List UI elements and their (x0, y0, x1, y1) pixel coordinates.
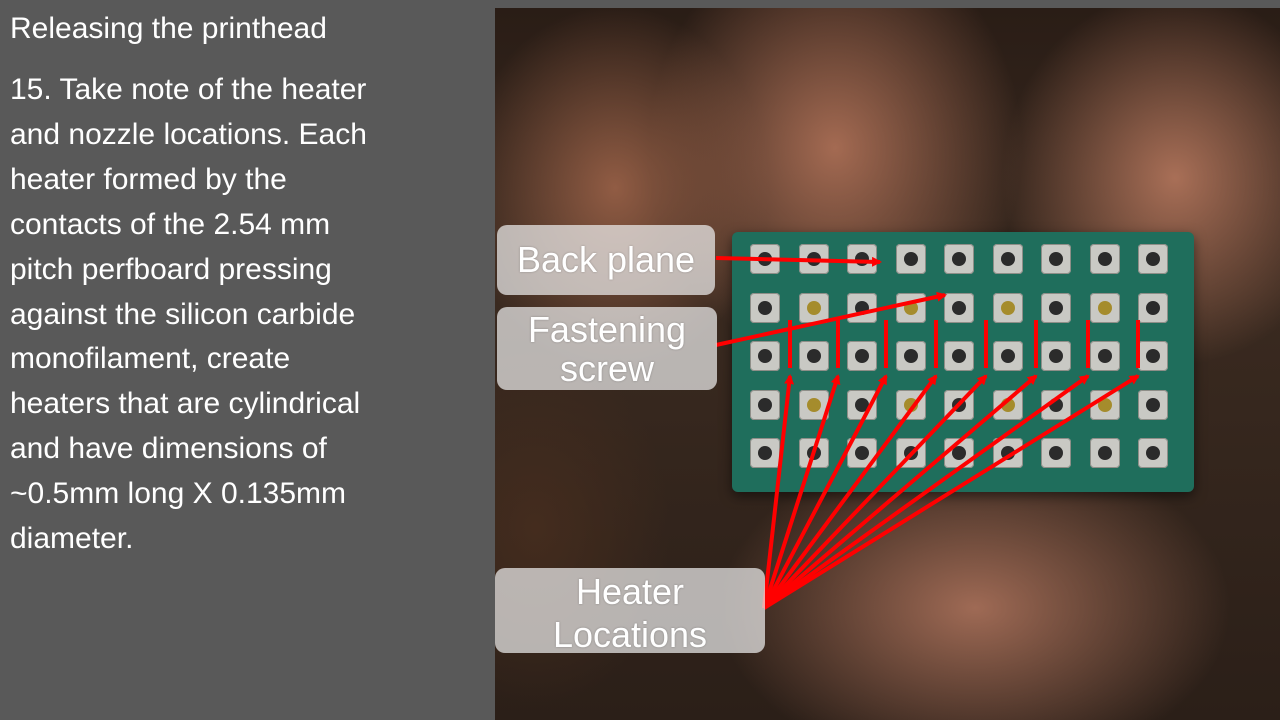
perfboard-pad (1041, 292, 1071, 323)
perfboard-pad (798, 341, 829, 371)
heater-arrow (762, 374, 938, 610)
perfboard-pad (944, 341, 974, 371)
perfboard-pad (1041, 438, 1071, 468)
perfboard-pad (944, 244, 974, 274)
slide-title: Releasing the printhead (10, 12, 327, 45)
heater-arrow (762, 374, 988, 610)
perfboard-pad (1138, 389, 1168, 420)
perfboard-pad (1089, 244, 1120, 274)
heater-locations-callout: Heater Locations (495, 568, 765, 655)
heater-arrow (762, 374, 888, 609)
heater-arrow (762, 374, 1090, 610)
text-panel: Releasing the printhead 15. Take note of… (0, 0, 490, 720)
heater-arrows (762, 374, 1140, 610)
perfboard-pad (1089, 341, 1120, 371)
perfboard-pad (1041, 244, 1071, 274)
perfboard-pad (944, 292, 974, 323)
perfboard-pad (1041, 341, 1071, 371)
back-plane-callout: Back plane (497, 225, 715, 295)
perfboard-pad (1138, 244, 1168, 274)
body-line: heater formed by the (10, 162, 287, 196)
body-line: contacts of the 2.54 mm (10, 207, 331, 241)
perfboard-pad (847, 341, 877, 371)
perfboard-pad (992, 244, 1023, 274)
perfboard-pad (895, 341, 926, 371)
body-line: ~0.5mm long X 0.135mm (10, 477, 346, 511)
heater-arrow (762, 374, 795, 609)
perfboard-pad (750, 292, 780, 323)
body-line: and have dimensions of (10, 432, 327, 466)
perfboard (732, 232, 1194, 492)
heater-arrow (762, 374, 841, 609)
perfboard-pad (1138, 438, 1168, 468)
body-line: pitch perfboard pressing (10, 252, 332, 286)
heater-arrow (762, 374, 1038, 610)
body-line: and nozzle locations. Each (10, 117, 367, 151)
perfboard-pad (750, 341, 780, 371)
perfboard-pad (1138, 292, 1168, 323)
heater-arrow (762, 374, 1140, 610)
back-plane-arrow (715, 256, 882, 267)
perfboard-pad (750, 389, 780, 420)
perfboard-pad (1138, 341, 1168, 371)
perfboard-pad (798, 389, 829, 420)
heater-marks (788, 320, 1140, 368)
perfboard-pad (895, 244, 926, 274)
heater-label-line2: Locations (552, 614, 708, 655)
body-line: diameter. (10, 522, 134, 556)
back-plane-label: Back plane (516, 239, 696, 280)
fastening-screw-arrow (715, 291, 947, 347)
perfboard-pad (1089, 438, 1120, 468)
perfboard-pad (750, 438, 780, 468)
body-line: heaters that are cylindrical (10, 387, 361, 421)
fastening-label-line2: screw (559, 348, 654, 389)
perfboard-pad (992, 389, 1023, 420)
fastening-screw-callout: Fastening screw (497, 307, 717, 390)
body-line: 15. Take note of the heater (10, 73, 367, 106)
body-line: monofilament, create (10, 342, 291, 376)
perfboard-pad (992, 292, 1023, 323)
heater-label-line1: Heater (575, 571, 685, 612)
perfboard-pad (798, 292, 829, 323)
body-line: against the silicon carbide (10, 297, 356, 331)
perfboard-pad (992, 341, 1023, 371)
perfboard-pad (1089, 292, 1120, 323)
slide-body: 15. Take note of the heater and nozzle l… (10, 68, 480, 562)
fastening-label-line1: Fastening (527, 309, 687, 350)
